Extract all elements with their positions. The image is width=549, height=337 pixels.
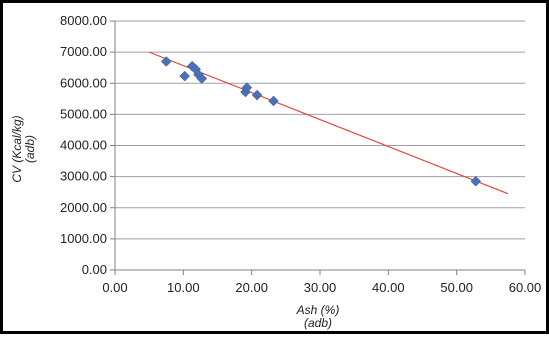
y-axis-title-line2: (adb) <box>23 135 37 163</box>
x-axis-title-line1: Ash (%) <box>296 303 340 317</box>
data-point <box>241 82 253 93</box>
scatter-chart: 0.00 1000.00 2000.00 3000.00 4000.00 5000.00 6… <box>10 13 541 330</box>
y-tick-label: 2000.00 <box>60 200 107 215</box>
y-tick-label: 3000.00 <box>60 169 107 184</box>
data-point <box>179 70 191 82</box>
x-axis-title-line2: (adb) <box>304 316 332 330</box>
data-point <box>196 73 208 84</box>
data-points <box>160 56 482 187</box>
trendline <box>148 51 509 195</box>
y-tick-label: 0.00 <box>82 262 107 277</box>
y-tick-label: 5000.00 <box>60 106 107 121</box>
x-tick-label: 10.00 <box>167 280 200 295</box>
x-tick-label: 40.00 <box>372 280 405 295</box>
data-point <box>251 89 263 101</box>
y-axis-title-line1: CV (Kcal/kg) <box>10 115 24 182</box>
data-point <box>470 175 482 187</box>
y-tick-label: 4000.00 <box>60 138 107 153</box>
y-tick-label: 7000.00 <box>60 44 107 59</box>
y-tick-label: 1000.00 <box>60 231 107 246</box>
axes <box>110 20 526 275</box>
x-tick-label: 60.00 <box>509 280 542 295</box>
y-tick-label: 8000.00 <box>60 13 107 28</box>
x-tick-label: 20.00 <box>235 280 268 295</box>
y-tick-labels: 0.00 1000.00 2000.00 3000.00 4000.00 5000.00 6… <box>60 13 107 277</box>
x-tick-labels: 0.00 10.00 20.00 30.00 40.00 50.00 60.00 <box>102 280 541 295</box>
data-point <box>268 95 279 107</box>
x-tick-label: 30.00 <box>304 280 337 295</box>
x-tick-label: 0.00 <box>102 280 127 295</box>
y-tick-label: 6000.00 <box>60 75 107 90</box>
data-point <box>160 56 172 67</box>
x-tick-label: 50.00 <box>440 280 473 295</box>
gridlines <box>115 20 525 240</box>
